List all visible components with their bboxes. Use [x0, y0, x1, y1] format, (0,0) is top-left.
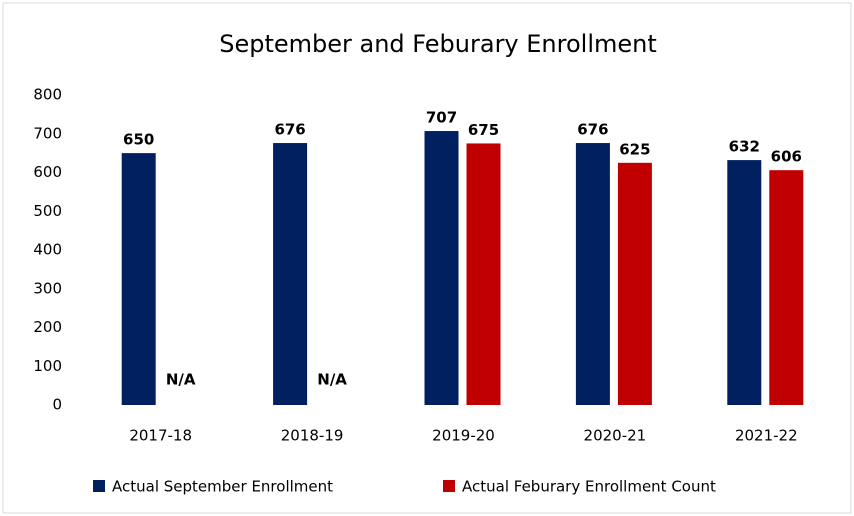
data-label: 676 — [577, 121, 608, 139]
chart-title: September and Feburary Enrollment — [219, 30, 657, 58]
bar — [424, 131, 459, 405]
data-label: 707 — [426, 109, 457, 127]
data-label: N/A — [317, 371, 347, 389]
x-tick-label: 2019-20 — [432, 427, 495, 445]
data-label: 650 — [123, 131, 154, 149]
y-tick-label: 0 — [52, 396, 62, 414]
data-label: 676 — [274, 121, 305, 139]
y-tick-label: 100 — [33, 357, 62, 375]
y-tick-label: 700 — [33, 124, 62, 142]
bar — [617, 162, 652, 405]
y-tick-label: 300 — [33, 279, 62, 297]
y-tick-label: 200 — [33, 318, 62, 336]
bar — [769, 170, 804, 405]
bar — [121, 153, 156, 405]
legend-label: Actual September Enrollment — [112, 478, 333, 496]
y-tick-label: 800 — [33, 86, 62, 104]
data-label: N/A — [166, 371, 196, 389]
data-label: 625 — [619, 140, 650, 158]
y-tick-label: 600 — [33, 163, 62, 181]
bar — [575, 143, 610, 406]
data-label: 675 — [468, 121, 499, 139]
x-tick-label: 2021-22 — [735, 427, 798, 445]
data-label: 606 — [771, 148, 802, 166]
y-tick-label: 400 — [33, 241, 62, 259]
bar — [273, 143, 308, 406]
data-label: 632 — [729, 138, 760, 156]
x-tick-label: 2017-18 — [129, 427, 192, 445]
legend-swatch — [443, 480, 455, 492]
y-tick-label: 500 — [33, 202, 62, 220]
bar — [466, 143, 501, 405]
bar — [727, 160, 762, 405]
legend-label: Actual Feburary Enrollment Count — [462, 478, 716, 496]
x-tick-label: 2020-21 — [584, 427, 647, 445]
legend-swatch — [93, 480, 105, 492]
x-tick-label: 2018-19 — [281, 427, 344, 445]
